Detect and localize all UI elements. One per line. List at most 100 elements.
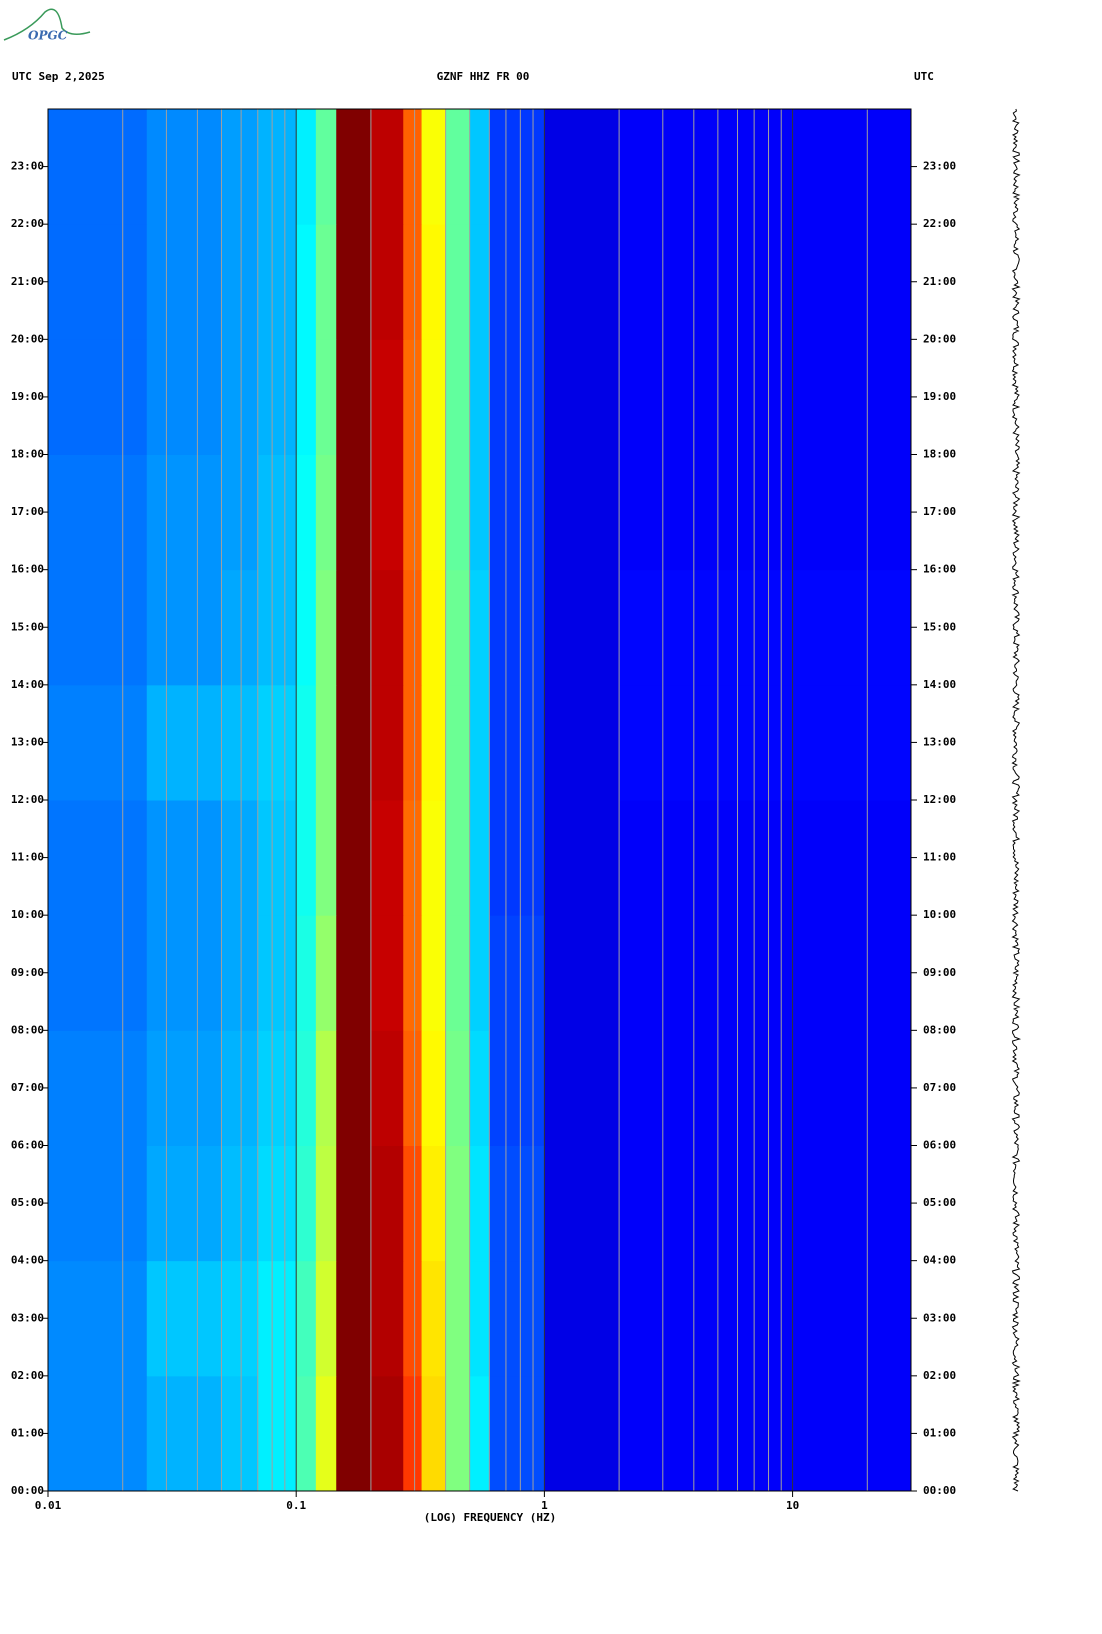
y-tick-label: 21:00 xyxy=(11,275,44,288)
cell xyxy=(48,454,148,571)
cell xyxy=(336,569,372,686)
cell xyxy=(315,915,337,1031)
y-tick-label: 17:00 xyxy=(11,505,44,518)
cell xyxy=(421,1375,447,1492)
y-tick-label: 18:00 xyxy=(11,448,44,461)
cell xyxy=(619,1145,912,1262)
cell xyxy=(445,109,471,225)
x-tick-label: 0.01 xyxy=(35,1499,62,1512)
cell xyxy=(370,1260,404,1377)
cell xyxy=(146,224,222,340)
cell xyxy=(421,454,447,571)
y-tick-label: 16:00 xyxy=(923,563,956,576)
y-tick-label: 14:00 xyxy=(923,678,956,691)
cell xyxy=(403,1375,423,1492)
y-tick-label: 22:00 xyxy=(11,217,44,230)
cell xyxy=(403,1260,423,1377)
cell xyxy=(403,109,423,225)
cell xyxy=(315,454,337,571)
cell xyxy=(296,800,317,916)
cell xyxy=(146,1145,222,1262)
cell xyxy=(445,224,471,340)
cell xyxy=(370,915,404,1031)
cell xyxy=(296,684,317,801)
cell xyxy=(619,569,912,686)
cell xyxy=(544,1375,620,1492)
cell xyxy=(469,569,490,686)
cell xyxy=(544,684,620,801)
cell xyxy=(619,1375,912,1492)
cell xyxy=(370,339,404,455)
logo-curve xyxy=(3,8,91,41)
cell xyxy=(469,915,490,1031)
cell xyxy=(221,1375,259,1492)
cell xyxy=(48,1030,148,1146)
cell xyxy=(221,1030,259,1146)
cell xyxy=(445,915,471,1031)
cell xyxy=(619,684,912,801)
cell xyxy=(370,224,404,340)
cell xyxy=(445,569,471,686)
cell xyxy=(445,1145,471,1262)
y-tick-label: 15:00 xyxy=(11,620,44,633)
cell xyxy=(146,800,222,916)
cell xyxy=(336,1260,372,1377)
cell xyxy=(48,1145,148,1262)
cell xyxy=(619,1030,912,1146)
y-tick-label: 10:00 xyxy=(11,908,44,921)
y-tick-label: 15:00 xyxy=(923,620,956,633)
cell xyxy=(469,1375,490,1492)
cell xyxy=(544,1145,620,1262)
cell xyxy=(221,454,259,571)
cell xyxy=(315,1145,337,1262)
cell xyxy=(421,109,447,225)
cell xyxy=(257,454,297,571)
cell xyxy=(221,109,259,225)
cell xyxy=(336,1375,372,1492)
cell xyxy=(489,569,545,686)
cell xyxy=(619,224,912,340)
cell xyxy=(146,1375,222,1492)
cell xyxy=(403,1030,423,1146)
cell xyxy=(403,915,423,1031)
cell xyxy=(469,800,490,916)
cell xyxy=(619,339,912,455)
cell xyxy=(445,454,471,571)
cell xyxy=(315,1375,337,1492)
cell xyxy=(403,1145,423,1262)
cell xyxy=(48,1260,148,1377)
cell xyxy=(48,339,148,455)
y-tick-label: 10:00 xyxy=(923,908,956,921)
heatmap xyxy=(48,109,912,1492)
cell xyxy=(315,109,337,225)
y-tick-label: 08:00 xyxy=(923,1023,956,1036)
cell xyxy=(469,1260,490,1377)
y-tick-label: 01:00 xyxy=(11,1426,44,1439)
y-tick-label: 21:00 xyxy=(923,275,956,288)
cell xyxy=(48,915,148,1031)
cell xyxy=(257,224,297,340)
cell xyxy=(315,1260,337,1377)
cell xyxy=(370,684,404,801)
cell xyxy=(146,915,222,1031)
y-tick-label: 07:00 xyxy=(923,1081,956,1094)
cell xyxy=(489,800,545,916)
cell xyxy=(296,1375,317,1492)
cell xyxy=(469,339,490,455)
cell xyxy=(336,1145,372,1262)
cell xyxy=(544,224,620,340)
title-right: UTC xyxy=(914,70,934,83)
cell xyxy=(221,339,259,455)
cell xyxy=(336,454,372,571)
cell xyxy=(146,1030,222,1146)
cell xyxy=(257,1375,297,1492)
y-tick-label: 20:00 xyxy=(923,332,956,345)
cell xyxy=(421,1260,447,1377)
cell xyxy=(619,800,912,916)
y-tick-label: 00:00 xyxy=(923,1484,956,1497)
y-tick-label: 12:00 xyxy=(923,793,956,806)
cell xyxy=(489,1260,545,1377)
cell xyxy=(146,109,222,225)
cell xyxy=(489,1030,545,1146)
cell xyxy=(544,109,620,225)
